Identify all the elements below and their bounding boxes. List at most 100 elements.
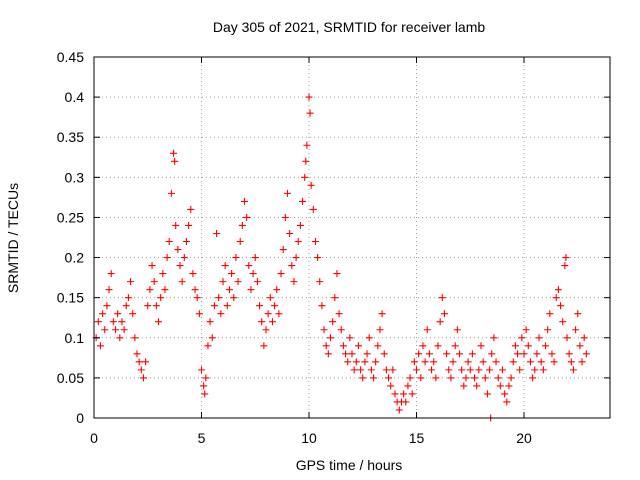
data-point [447,374,455,382]
data-point [580,334,588,342]
data-point [105,286,113,294]
data-point [139,374,147,382]
data-point [533,350,541,358]
data-point [230,294,238,302]
data-point [99,310,107,318]
data-point [277,270,285,278]
data-point [546,310,554,318]
data-point [421,358,429,366]
data-point [268,318,276,326]
y-tick-label: 0.05 [57,370,84,386]
data-point [157,294,165,302]
data-point [260,342,268,350]
data-point [311,238,319,246]
plot-frame [93,56,611,419]
data-point [213,229,221,237]
data-point [453,326,461,334]
data-point [524,342,532,350]
data-point [195,310,203,318]
data-point [582,350,590,358]
y-tick-label: 0.2 [65,250,85,266]
data-point [432,374,440,382]
data-point [185,221,193,229]
data-points [92,93,590,422]
data-point [137,366,145,374]
data-point [552,294,560,302]
data-point [198,366,205,374]
data-point [449,358,457,366]
data-point [202,374,210,382]
x-axis-label: GPS time / hours [296,457,403,473]
data-point [473,382,481,390]
data-point [548,350,556,358]
data-point [490,334,498,342]
data-point [344,358,352,366]
data-point [286,229,294,237]
data-point [576,342,584,350]
data-point [318,302,326,310]
data-point [118,318,126,326]
data-point [301,173,309,181]
data-point [238,221,246,229]
data-point [225,286,233,294]
data-point [234,278,242,286]
data-point [299,197,307,205]
data-point [161,286,169,294]
data-point [443,350,451,358]
data-point [567,358,575,366]
data-point [303,141,311,149]
data-point [419,342,427,350]
data-point [559,318,567,326]
grid-lines [94,57,610,418]
data-point [350,366,358,374]
data-point [496,382,504,390]
x-tick-label: 10 [301,430,317,446]
data-point [561,262,569,270]
data-point [363,350,371,358]
data-point [292,254,300,262]
data-point [569,366,577,374]
data-point [400,390,408,398]
data-point [294,238,302,246]
data-point [127,278,135,286]
data-point [563,334,571,342]
data-point [302,157,310,165]
data-point [468,350,476,358]
data-point [219,278,227,286]
data-point [475,366,483,374]
data-point [296,221,304,229]
data-point [243,213,251,221]
data-point [273,286,281,294]
data-point [178,278,186,286]
data-point [434,342,442,350]
data-point [574,310,582,318]
data-point [365,334,373,342]
data-point [208,334,216,342]
data-point [511,342,519,350]
data-point [572,326,580,334]
data-point [180,254,188,262]
data-point [503,398,511,406]
data-point [460,382,468,390]
data-point [367,366,375,374]
data-point [389,366,397,374]
data-point [382,366,390,374]
data-point [150,278,158,286]
data-point [462,374,470,382]
data-point [458,366,466,374]
data-point [335,310,343,318]
data-point [554,286,562,294]
data-point [144,302,152,310]
data-point [200,382,208,390]
data-point [314,254,322,262]
data-point [348,350,356,358]
data-point [509,358,517,366]
data-point [557,302,565,310]
data-point [101,326,109,334]
data-point [520,350,528,358]
data-point [408,390,416,398]
data-point [279,246,287,254]
data-point [236,238,244,246]
data-point [565,350,573,358]
